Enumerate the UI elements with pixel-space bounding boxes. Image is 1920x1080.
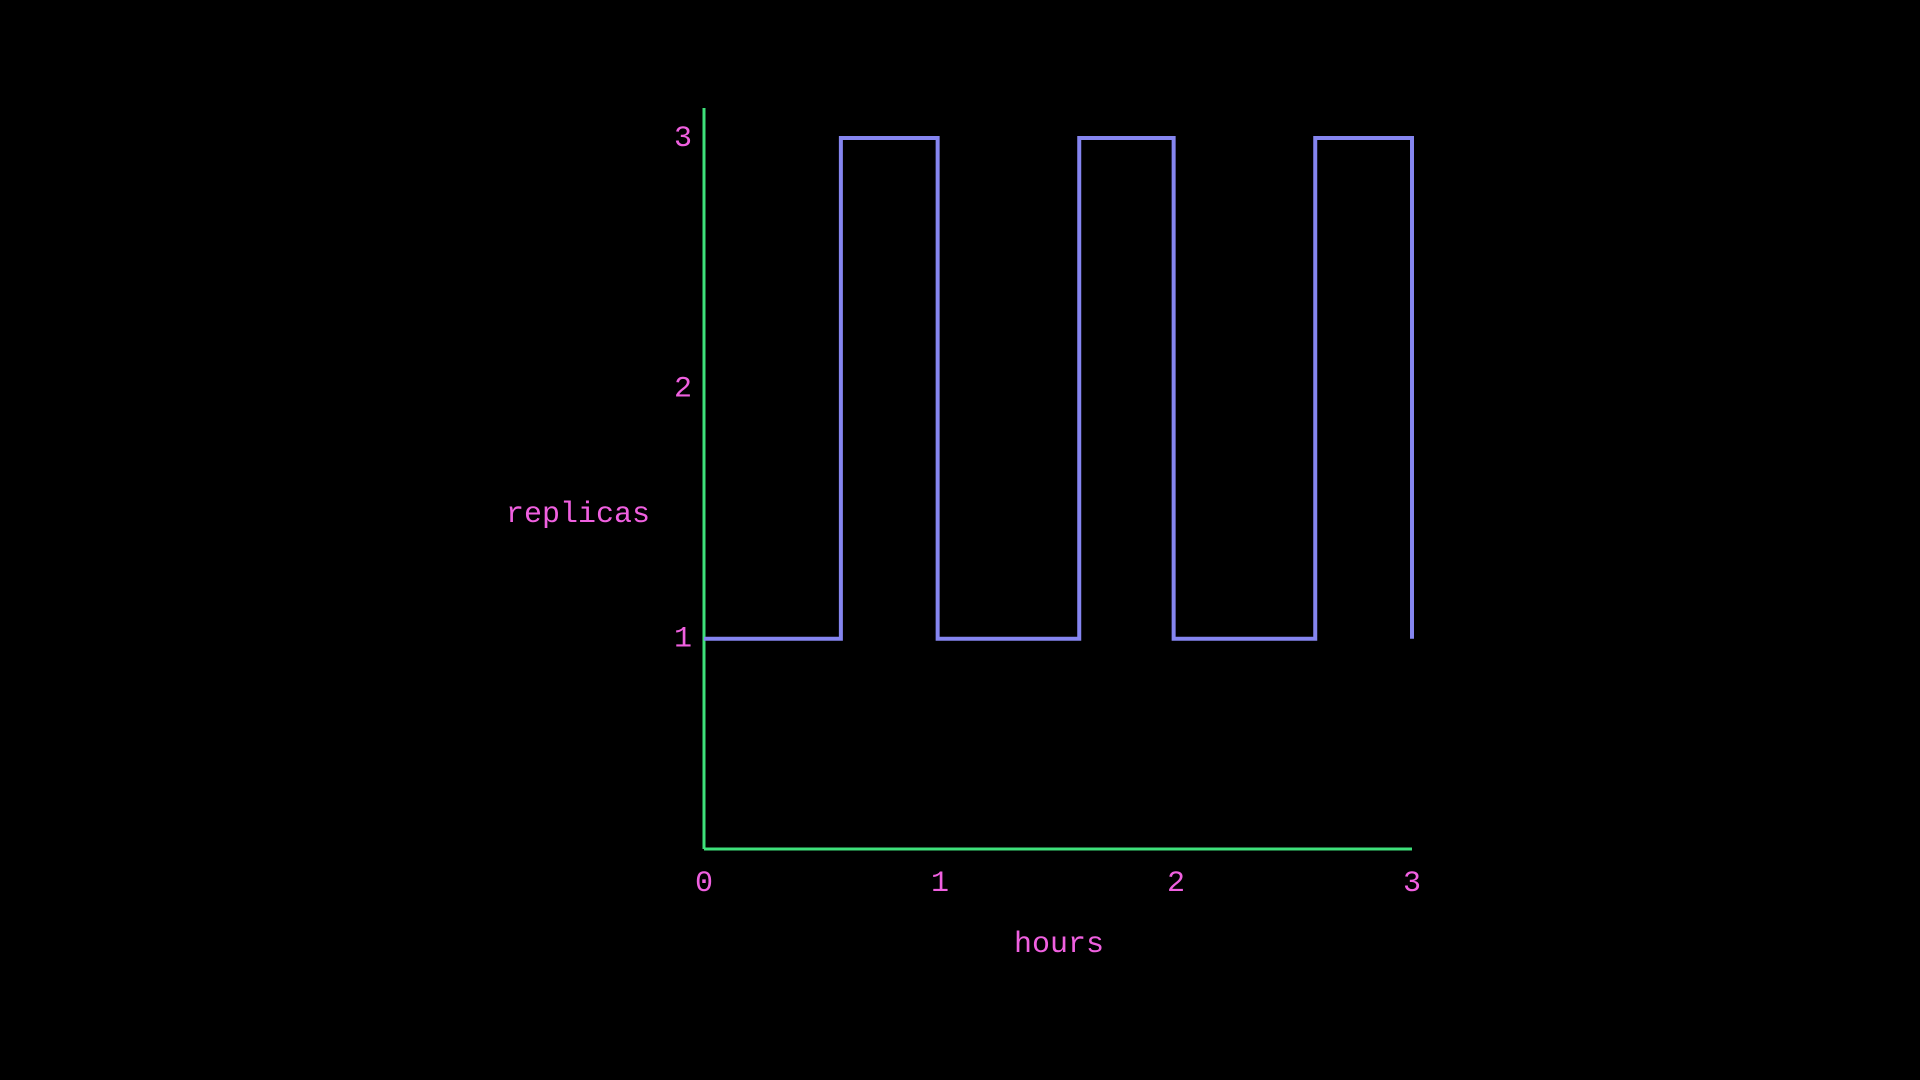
x-axis-label: hours (1014, 928, 1104, 962)
y-tick-label: 3 (674, 122, 692, 156)
data-line (704, 136, 1414, 641)
x-tick-label: 0 (695, 867, 713, 901)
y-tick-label: 1 (674, 623, 692, 657)
x-tick-label: 2 (1167, 867, 1185, 901)
y-axis-label: replicas (506, 498, 650, 532)
x-tick-label: 3 (1403, 867, 1421, 901)
y-tick-label: 2 (674, 372, 692, 406)
x-tick-label: 1 (931, 867, 949, 901)
